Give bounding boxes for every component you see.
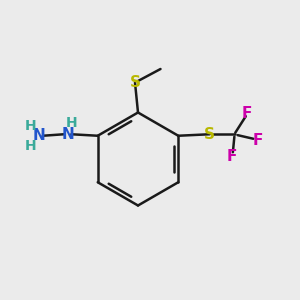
Text: H: H — [25, 139, 37, 153]
Text: F: F — [227, 149, 238, 164]
Text: H: H — [25, 119, 37, 133]
Text: S: S — [204, 127, 215, 142]
Text: F: F — [242, 106, 253, 121]
Text: H: H — [65, 116, 77, 130]
Text: S: S — [130, 75, 140, 90]
Text: N: N — [33, 128, 46, 143]
Text: N: N — [61, 127, 74, 142]
Text: F: F — [253, 133, 263, 148]
